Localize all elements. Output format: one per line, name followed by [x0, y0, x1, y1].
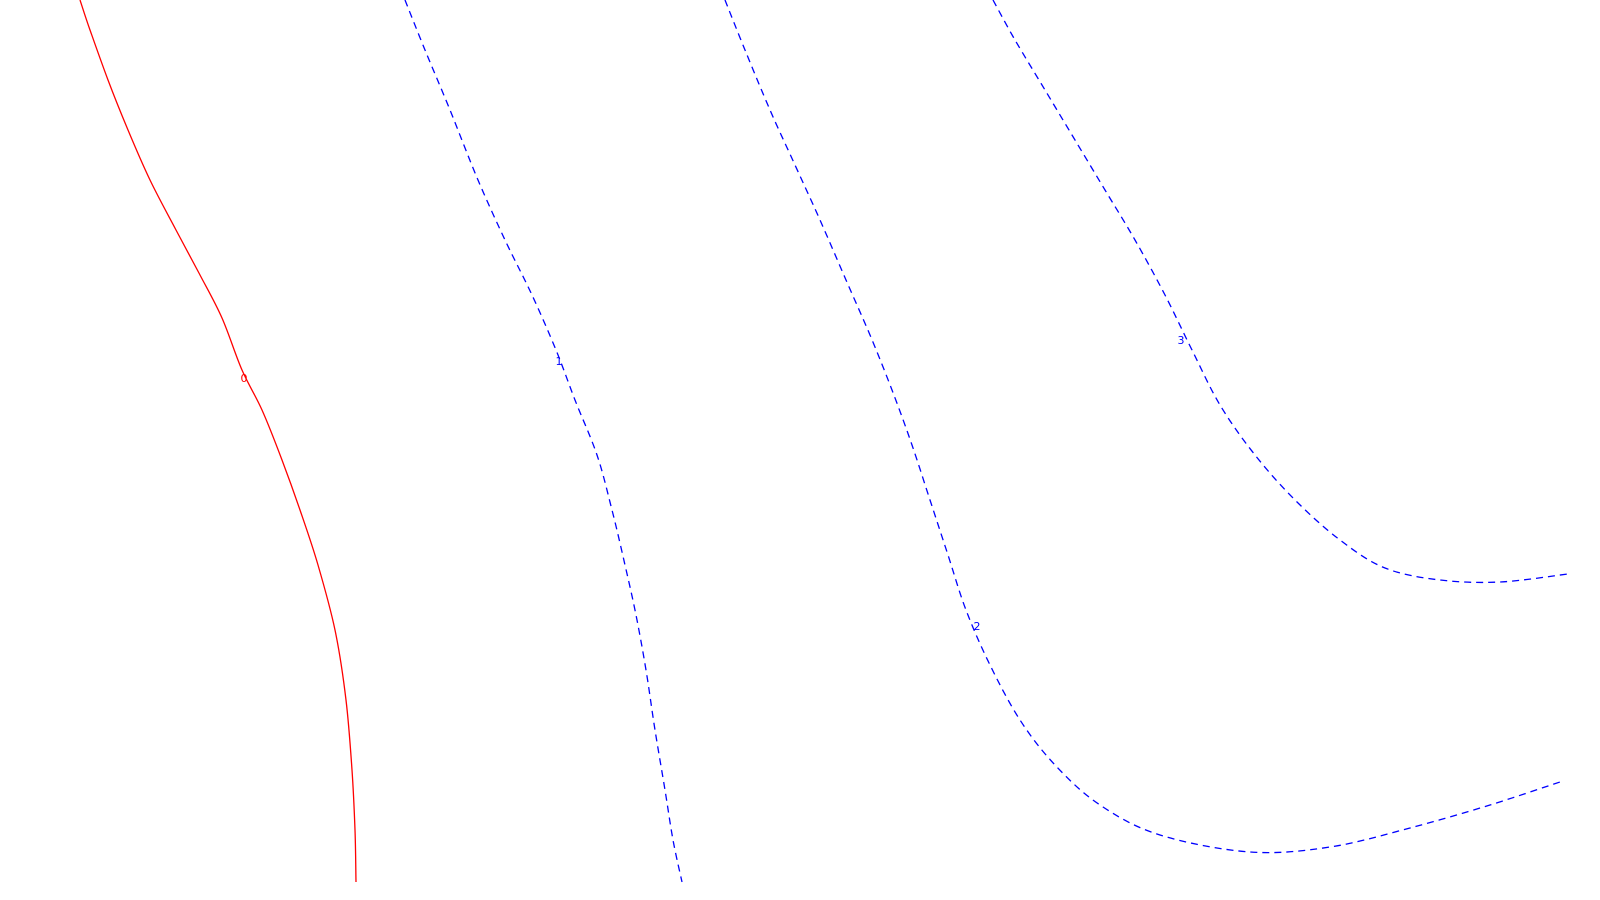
contour-line-3	[992, 0, 1569, 584]
contour-line-0	[79, 0, 357, 883]
contour-label-2: 2	[974, 620, 981, 633]
contour-labels: 0 1 2 3	[241, 334, 1185, 633]
contour-label-1: 1	[556, 355, 563, 368]
contour-line-1	[404, 0, 683, 883]
contour-label-0: 0	[241, 372, 248, 385]
contour-line-2	[724, 0, 1561, 854]
contour-label-3: 3	[1178, 334, 1185, 347]
contour-lines	[79, 0, 1569, 883]
